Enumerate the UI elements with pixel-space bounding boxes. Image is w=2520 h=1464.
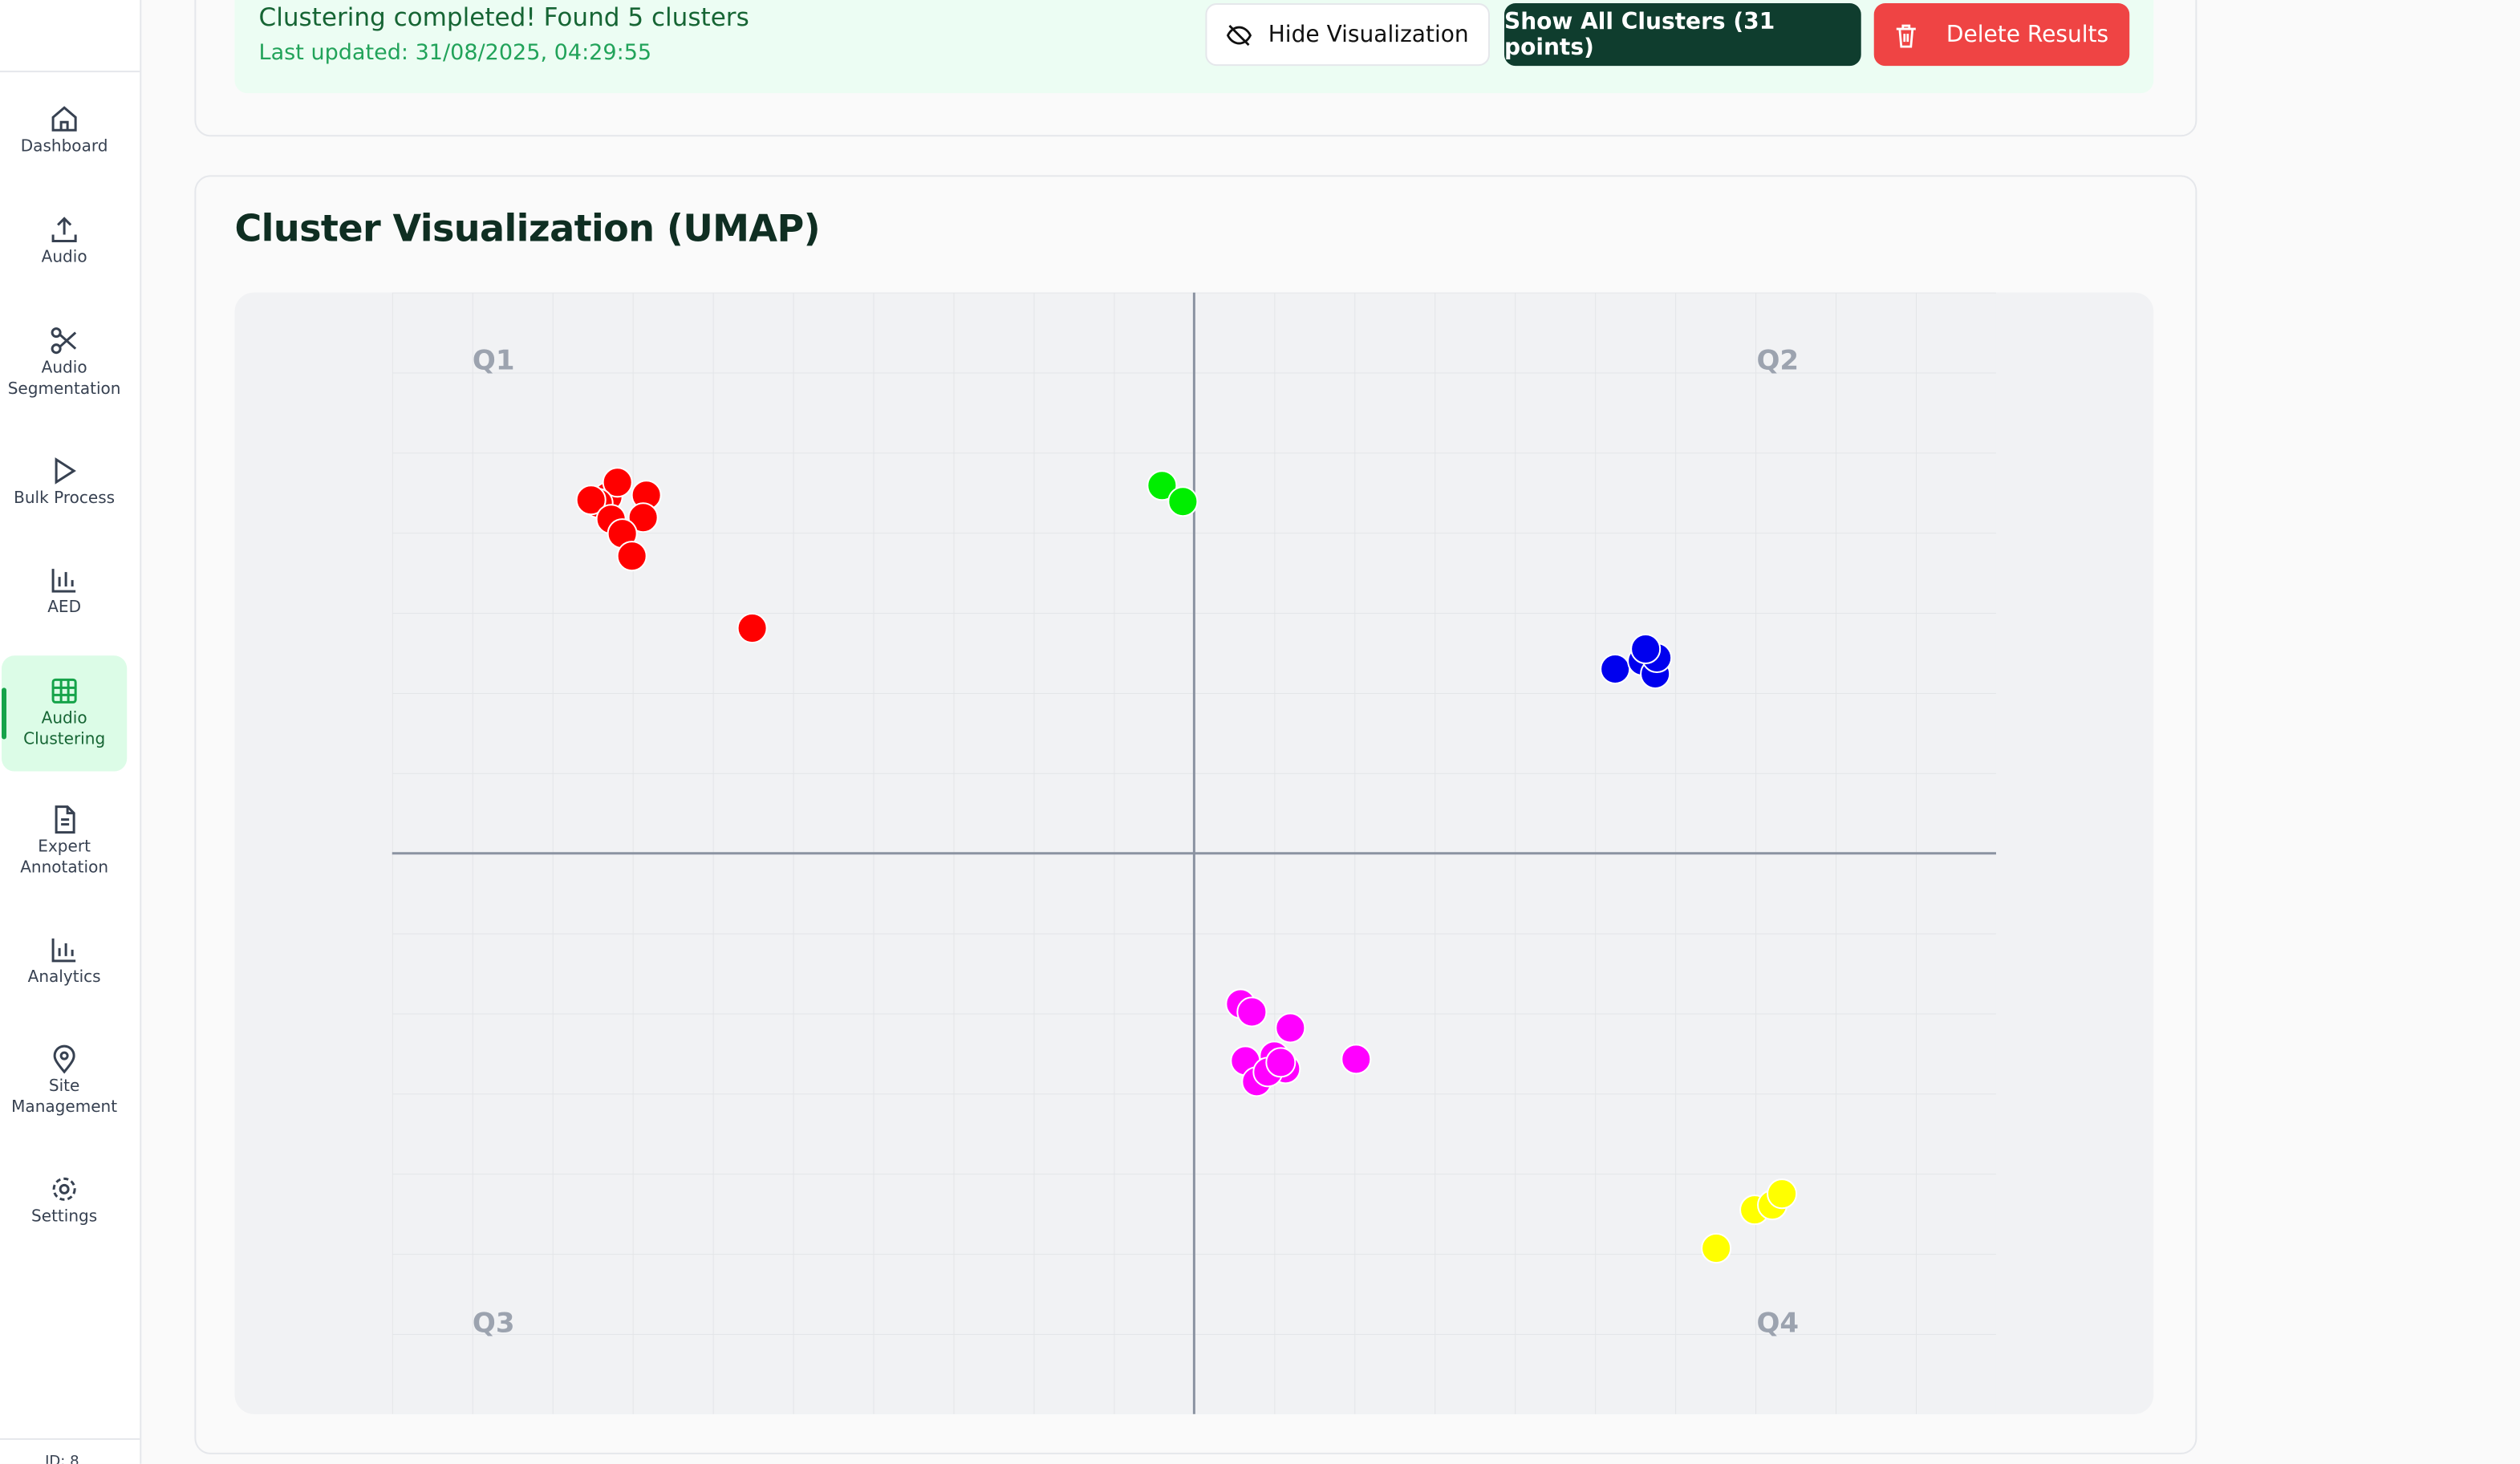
quadrant-label: Q1 xyxy=(473,345,515,377)
delete-button[interactable]: Delete Results xyxy=(1873,3,2130,67)
nav-item[interactable]: Expert Annotation xyxy=(2,804,127,879)
status-message: Clustering completed! Found 5 clusters xyxy=(258,3,749,33)
quadrant-label: Q4 xyxy=(1756,1308,1799,1340)
last-updated: Last updated: 31/08/2025, 04:29:55 xyxy=(258,40,652,67)
nav-item[interactable]: Settings xyxy=(2,1173,127,1228)
point xyxy=(737,613,768,644)
point xyxy=(1275,1012,1306,1044)
nav-label: Dashboard xyxy=(20,138,108,156)
point xyxy=(627,502,659,533)
point xyxy=(602,467,633,498)
nav-label: Audio xyxy=(41,249,87,267)
nav-label: AED xyxy=(47,599,82,618)
point xyxy=(1600,653,1631,685)
nav-label: Bulk Process xyxy=(14,489,116,509)
point xyxy=(1265,1047,1297,1078)
point xyxy=(1767,1178,1798,1210)
show-all-button[interactable]: Show All Clusters (31 points) xyxy=(1503,3,1861,67)
point xyxy=(1236,996,1268,1028)
nav-item[interactable]: Audio xyxy=(2,213,127,269)
quadrant-label: Q2 xyxy=(1756,345,1799,377)
sidebar: Dashboard Audio Audio Segmentation Bulk … xyxy=(0,0,142,1464)
button-label: Hide Visualization xyxy=(1268,22,1469,48)
point xyxy=(1146,470,1178,501)
nav-item[interactable]: AED xyxy=(2,564,127,619)
point xyxy=(1701,1233,1732,1264)
nav-item[interactable]: Site Management xyxy=(2,1043,127,1118)
quadrant-label: Q3 xyxy=(473,1308,515,1340)
point xyxy=(575,485,607,516)
user-id: ID: 8 xyxy=(0,1438,140,1464)
point xyxy=(616,541,647,572)
nav-label: Audio Segmentation xyxy=(7,359,121,398)
nav-label: Audio Clustering xyxy=(23,710,106,748)
nav-label: Site Management xyxy=(11,1078,118,1117)
nav-item[interactable]: Bulk Process xyxy=(2,455,127,510)
point xyxy=(1630,633,1662,665)
nav-item-active[interactable]: Audio Clustering xyxy=(2,655,128,772)
button-label: Show All Clusters (31 points) xyxy=(1503,9,1775,61)
nav-item[interactable]: Dashboard xyxy=(2,103,127,158)
plot-area: Q1 Q2 Q3 Q4 xyxy=(234,292,2154,1414)
chart-title: Cluster Visualization (UMAP) xyxy=(234,209,821,251)
nav-label: Settings xyxy=(31,1208,98,1227)
nav-label: Expert Annotation xyxy=(20,838,109,877)
point xyxy=(1341,1044,1372,1075)
nav-item[interactable]: Audio Segmentation xyxy=(2,325,127,400)
nav-label: Analytics xyxy=(27,968,101,987)
nav-item[interactable]: Analytics xyxy=(2,934,127,989)
chart: Q1 Q2 Q3 Q4 xyxy=(392,292,1996,1414)
hide-button[interactable]: Hide Visualization xyxy=(1205,3,1490,67)
point xyxy=(1167,486,1199,517)
button-label: Delete Results xyxy=(1946,22,2109,48)
divider xyxy=(0,71,140,73)
